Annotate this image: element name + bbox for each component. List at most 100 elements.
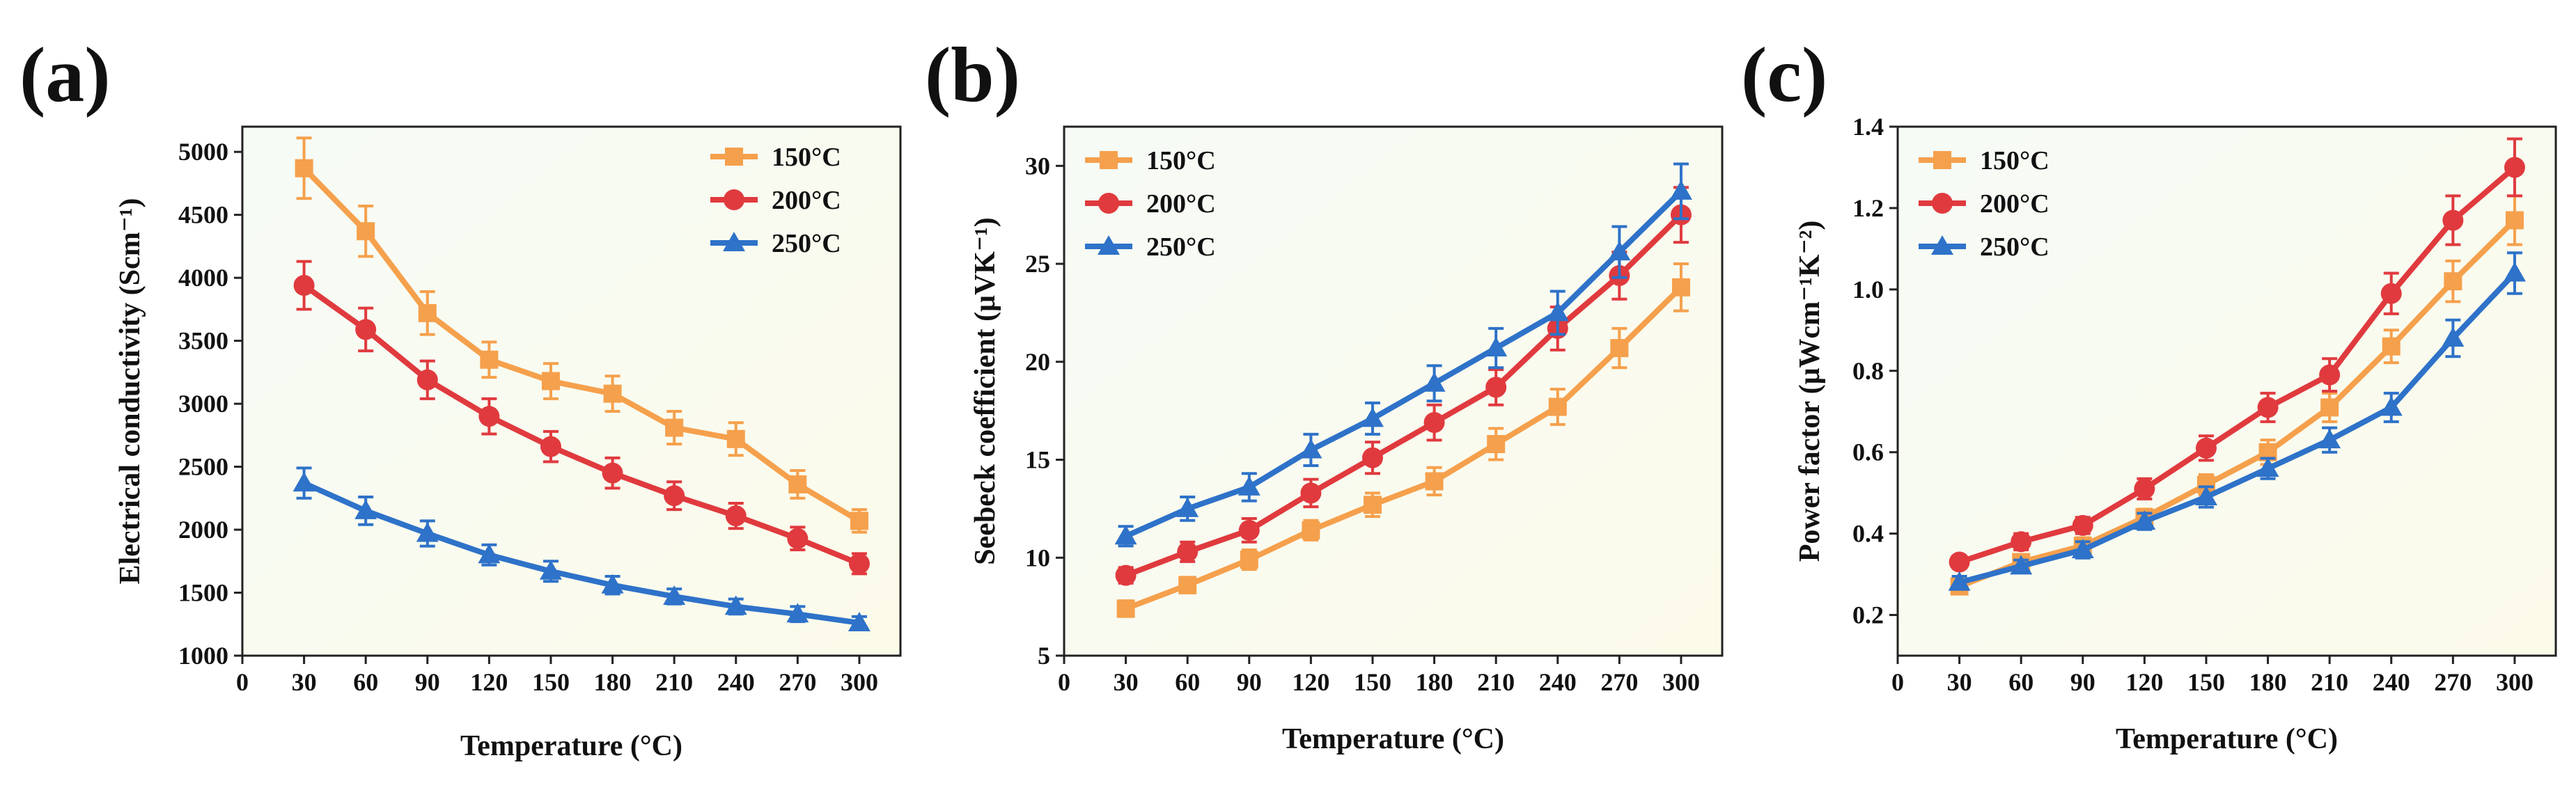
panel-a-series-1-point <box>540 436 561 457</box>
panel-a-series-1-line <box>302 283 861 567</box>
panel-b-series-1-line <box>1125 212 1683 578</box>
panel-c-legend-label-1: 200°C <box>1980 189 2050 219</box>
panel-a-y-tick-label: 2000 <box>178 516 228 544</box>
panel-c-series-2-point <box>1948 571 1971 591</box>
panel-b-legend-label-2: 250°C <box>1146 232 1216 262</box>
panel-c-x-tick-label: 210 <box>2311 668 2348 696</box>
panel-a-x-tick-label: 60 <box>353 668 378 696</box>
panel-a-legend-swatch-marker <box>723 232 745 251</box>
panel-b-series <box>1114 162 1692 618</box>
panel-a-series-0-line <box>302 166 861 523</box>
panel-a-x-tick-label: 270 <box>779 668 816 696</box>
panel-c-y-tick-label: 1.2 <box>1852 194 1884 222</box>
panel-c-y-tick-label: 0.2 <box>1852 601 1884 629</box>
panel-c-series-1 <box>1949 137 2525 573</box>
panel-a-legend-item-1: 200°C <box>710 186 841 215</box>
panel-a-series-0-point <box>418 303 437 322</box>
panel-c-legend-item-0: 150°C <box>1919 146 2050 175</box>
panel-c-series <box>1948 137 2526 596</box>
panel-a-series-1-point <box>664 485 685 507</box>
panel-c-axes: 0 30 60 90 120 150 180 210 240 270 300 0.2 0.4 0.6 0.8… <box>1852 113 2534 696</box>
panel-a-y-tick-label: 3000 <box>178 390 228 418</box>
panel-c-x-tick-label: 180 <box>2249 668 2287 696</box>
panel-a-x-tick-label: 120 <box>470 668 508 696</box>
panel-b-series-1-point <box>1485 377 1507 398</box>
panel-c-series-2-point <box>2318 429 2341 449</box>
panel-a-legend-label-2: 250°C <box>772 229 841 258</box>
panel-c-series-1-point <box>2257 397 2279 418</box>
panel-a-series-2-point <box>416 522 439 542</box>
panel-a-x-tick-label: 30 <box>292 668 317 696</box>
panel-b-series-0-point <box>1610 339 1629 358</box>
panel-a-label: (a) <box>19 32 111 118</box>
panel-b-y-tick-label: 25 <box>1025 250 1050 278</box>
panel-a-series-0 <box>295 136 868 534</box>
panel-b-series-0-point <box>1240 551 1258 569</box>
panel-b-series-2 <box>1114 162 1692 548</box>
panel-a-series-2-line <box>302 480 860 626</box>
panel-a-legend: 150°C 200°C 250°C <box>710 143 841 258</box>
panel-b-series-1-point <box>1177 541 1199 562</box>
panel-a-axes: 0 30 60 90 120 150 180 210 240 270 300 1000 1500 2000… <box>178 138 878 696</box>
panel-a-series-0-point <box>480 350 499 369</box>
panel-c-x-tick-label: 120 <box>2125 668 2163 696</box>
panel-a-series-2-point <box>354 499 377 519</box>
panel-b-x-tick-label: 240 <box>1539 668 1577 696</box>
panel-c-y-tick-label: 0.4 <box>1852 520 1884 548</box>
panel-a-legend-item-2: 250°C <box>710 229 841 258</box>
panel-b-y-tick-label: 15 <box>1025 446 1050 474</box>
panel-c-series-1-point <box>2442 210 2464 231</box>
panel-b-series-1-point <box>1361 447 1383 468</box>
panel-a-y-tick-label: 4000 <box>178 264 228 292</box>
panel-b-series-0-point <box>1363 496 1382 514</box>
panel-b-x-tick-label: 120 <box>1292 668 1329 696</box>
panel-c-series-1-point <box>1949 551 1970 573</box>
panel-a-x-tick-label: 90 <box>415 668 440 696</box>
panel-b-x-tick-label: 60 <box>1175 668 1200 696</box>
panel-c-series-1-point <box>2072 514 2093 536</box>
panel-c-y-axis-title: Power factor (μWcm⁻¹K⁻²) <box>1794 221 1826 562</box>
panel-a-series-0-point <box>357 222 375 241</box>
panel-a-x-tick-label: 180 <box>594 668 632 696</box>
panel-c-series-0-point <box>2505 211 2524 230</box>
panel-a-series-1-point <box>787 528 809 549</box>
panel-a-series-1 <box>293 260 870 576</box>
panel-b-series-2-point <box>1546 301 1569 322</box>
panel-c-series-2-point <box>2010 555 2033 575</box>
panel-b-x-tick-label: 270 <box>1600 668 1638 696</box>
panel-c-x-tick-label: 30 <box>1947 668 1972 696</box>
panel-b-series-2-point <box>1299 439 1322 459</box>
panel-b-series-0-point <box>1487 435 1506 453</box>
panel-a-x-tick-label: 210 <box>655 668 693 696</box>
panel-a-legend-item-0: 150°C <box>710 143 841 172</box>
panel-c-x-tick-label: 300 <box>2496 668 2534 696</box>
panel-a-series-2-point <box>539 560 562 580</box>
panel-b-series-0-point <box>1425 472 1444 491</box>
panel-b-series-2-point <box>1361 407 1384 427</box>
panel-c-legend-item-1: 200°C <box>1919 189 2050 219</box>
panel-a-y-axis-title: Electrical conductivity (Scm⁻¹) <box>114 198 146 585</box>
panel-b-x-tick-label: 180 <box>1416 668 1453 696</box>
panel-c-series-0-point <box>2320 398 2339 417</box>
panel-c-label: (c) <box>1741 32 1827 118</box>
panel-a-x-tick-label: 300 <box>841 668 878 696</box>
panel-b-series-0-point <box>1671 278 1690 297</box>
panel-a-series-2-point <box>601 574 624 594</box>
panel-b-y-axis-title: Seebeck coefficient (μVK⁻¹) <box>969 217 1001 564</box>
panel-a-series-0-point <box>295 159 313 177</box>
panel-c: (c) 0 30 60 90 120 150 180 210 240 270 300 0.2 0.4 0.… <box>1741 32 2557 755</box>
panel-a-legend-swatch-marker <box>724 189 744 210</box>
panel-c-legend: 150°C 200°C 250°C <box>1919 146 2050 262</box>
panel-b-x-tick-label: 90 <box>1237 668 1262 696</box>
panel-b-series-1-point <box>1115 564 1137 586</box>
panel-c-series-1-point <box>2195 437 2217 459</box>
panel-a-series-1-point <box>478 406 500 427</box>
panel-a-y-tick-label: 5000 <box>178 138 228 166</box>
panel-b-series-0 <box>1116 262 1690 618</box>
panel-a-x-tick-label: 0 <box>236 668 249 696</box>
panel-b-plot-area <box>1063 125 1724 657</box>
panel-b-x-tick-label: 300 <box>1662 668 1700 696</box>
panel-a-series-0-point <box>788 475 807 493</box>
panel-b-legend-item-0: 150°C <box>1085 146 1216 175</box>
